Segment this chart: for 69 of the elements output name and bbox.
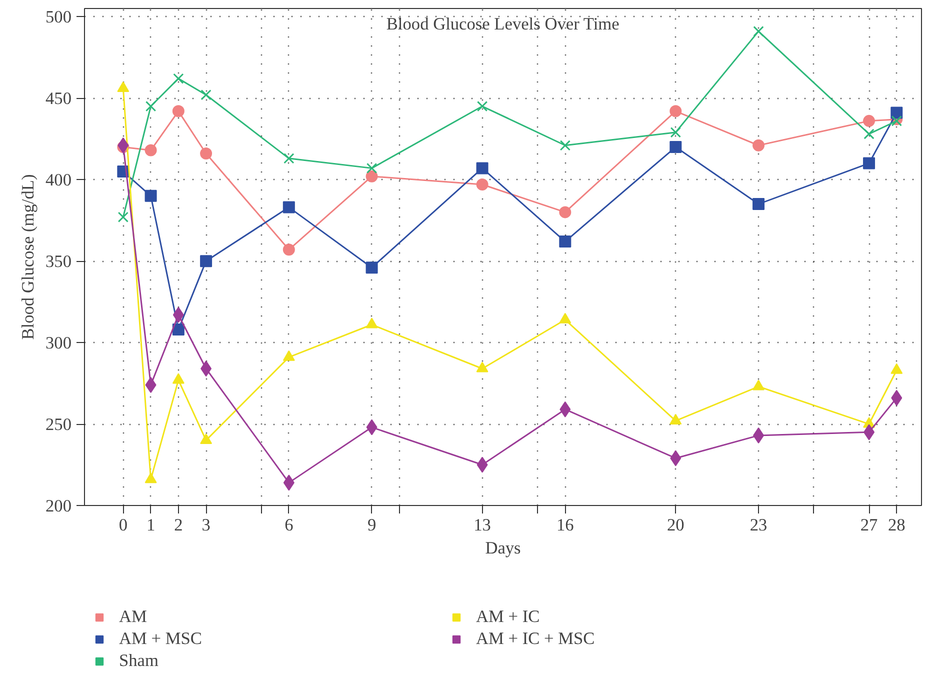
point xyxy=(366,170,378,182)
y-tick-label: 200 xyxy=(46,496,72,516)
x-tick-label: 20 xyxy=(666,516,684,534)
legend-label: AM + IC + MSC xyxy=(476,629,596,649)
x-tick-label: 27 xyxy=(860,516,878,534)
x-tick-label: 3 xyxy=(202,516,210,534)
y-tick-label: 300 xyxy=(46,334,72,353)
point xyxy=(284,153,294,164)
y-tick-label: 250 xyxy=(46,415,72,434)
point xyxy=(559,236,572,248)
x-tick-label: 6 xyxy=(284,516,294,534)
point xyxy=(863,114,876,127)
point xyxy=(200,433,212,444)
chart-title: Blood Glucose Levels Over Time xyxy=(386,14,620,34)
point xyxy=(200,148,212,160)
point xyxy=(173,73,184,84)
y-tick-label: 500 xyxy=(46,8,72,27)
point xyxy=(670,105,682,118)
point xyxy=(891,116,902,126)
y-tick-label: 400 xyxy=(46,170,72,190)
point xyxy=(366,162,378,174)
point xyxy=(476,100,488,112)
point xyxy=(670,414,682,424)
legend-label: AM xyxy=(119,607,148,627)
x-tick-label: 1 xyxy=(146,516,156,534)
x-tick-label: 28 xyxy=(888,516,906,534)
point xyxy=(560,140,570,151)
point xyxy=(200,255,212,268)
y-tick-label: 350 xyxy=(46,252,72,272)
point xyxy=(282,350,295,361)
point xyxy=(144,190,157,202)
point xyxy=(172,105,184,118)
point xyxy=(890,363,903,374)
point xyxy=(476,162,488,174)
point xyxy=(172,373,184,384)
point xyxy=(559,206,572,218)
point xyxy=(753,26,764,37)
legend-label: AM + IC xyxy=(476,607,541,627)
point xyxy=(366,318,378,328)
point xyxy=(752,380,765,390)
point xyxy=(752,198,765,210)
point xyxy=(366,262,378,274)
x-tick-label: 23 xyxy=(750,516,768,534)
point xyxy=(282,201,295,214)
point xyxy=(118,212,129,222)
point xyxy=(144,144,157,156)
point xyxy=(670,141,682,154)
x-axis-title: Days xyxy=(485,538,522,558)
point xyxy=(476,178,488,190)
point xyxy=(145,100,156,112)
x-tick-label: 0 xyxy=(118,516,128,534)
legend-label: AM + MSC xyxy=(119,629,203,649)
y-axis-title: Blood Glucose (mg/dL) xyxy=(18,174,38,340)
point xyxy=(752,139,765,152)
point xyxy=(200,90,212,100)
point xyxy=(890,106,903,119)
x-tick-label: 2 xyxy=(174,516,183,534)
point xyxy=(476,362,488,372)
point xyxy=(559,312,572,324)
point xyxy=(282,244,295,256)
x-tick-label: 13 xyxy=(474,516,491,534)
point xyxy=(864,128,874,140)
point xyxy=(670,126,681,138)
x-tick-label: 16 xyxy=(556,516,574,534)
y-tick-label: 450 xyxy=(46,89,72,108)
x-tick-label: 9 xyxy=(367,516,376,534)
point xyxy=(863,157,876,170)
point xyxy=(144,472,157,484)
legend-label: Sham xyxy=(119,651,160,671)
